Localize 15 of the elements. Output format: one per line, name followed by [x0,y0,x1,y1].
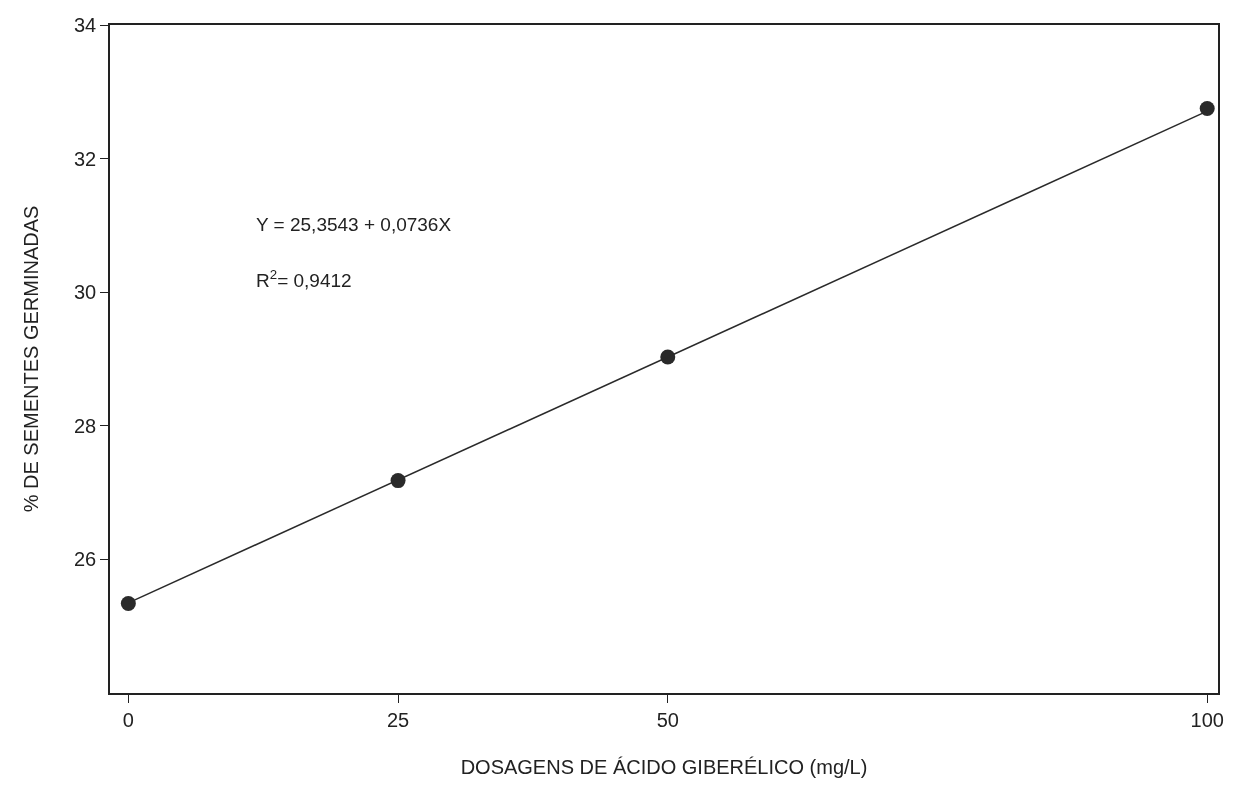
x-tick-label: 50 [656,708,679,731]
point [120,595,136,611]
point [1199,101,1215,116]
x-tick-label: 100 [1190,708,1224,731]
y-tick-label: 32 [74,147,97,170]
y-tick-label: 30 [74,281,97,304]
y-tick-label: 26 [74,548,97,571]
x-tick-label: 0 [122,708,134,731]
x-axis-title: DOSAGENS DE ÁCIDO GIBERÉLICO (mg/L) [460,755,868,778]
x-tick-label: 25 [386,708,410,731]
annotation: Y = 25,3543 + 0,0736X [256,214,452,235]
annotation: R$^{2}$= 0,9412 [256,267,352,291]
y-axis-title: % DE SEMENTES GERMINADAS [20,205,42,513]
y-tick-label: 34 [74,14,97,36]
y-tick-label: 28 [74,414,97,437]
